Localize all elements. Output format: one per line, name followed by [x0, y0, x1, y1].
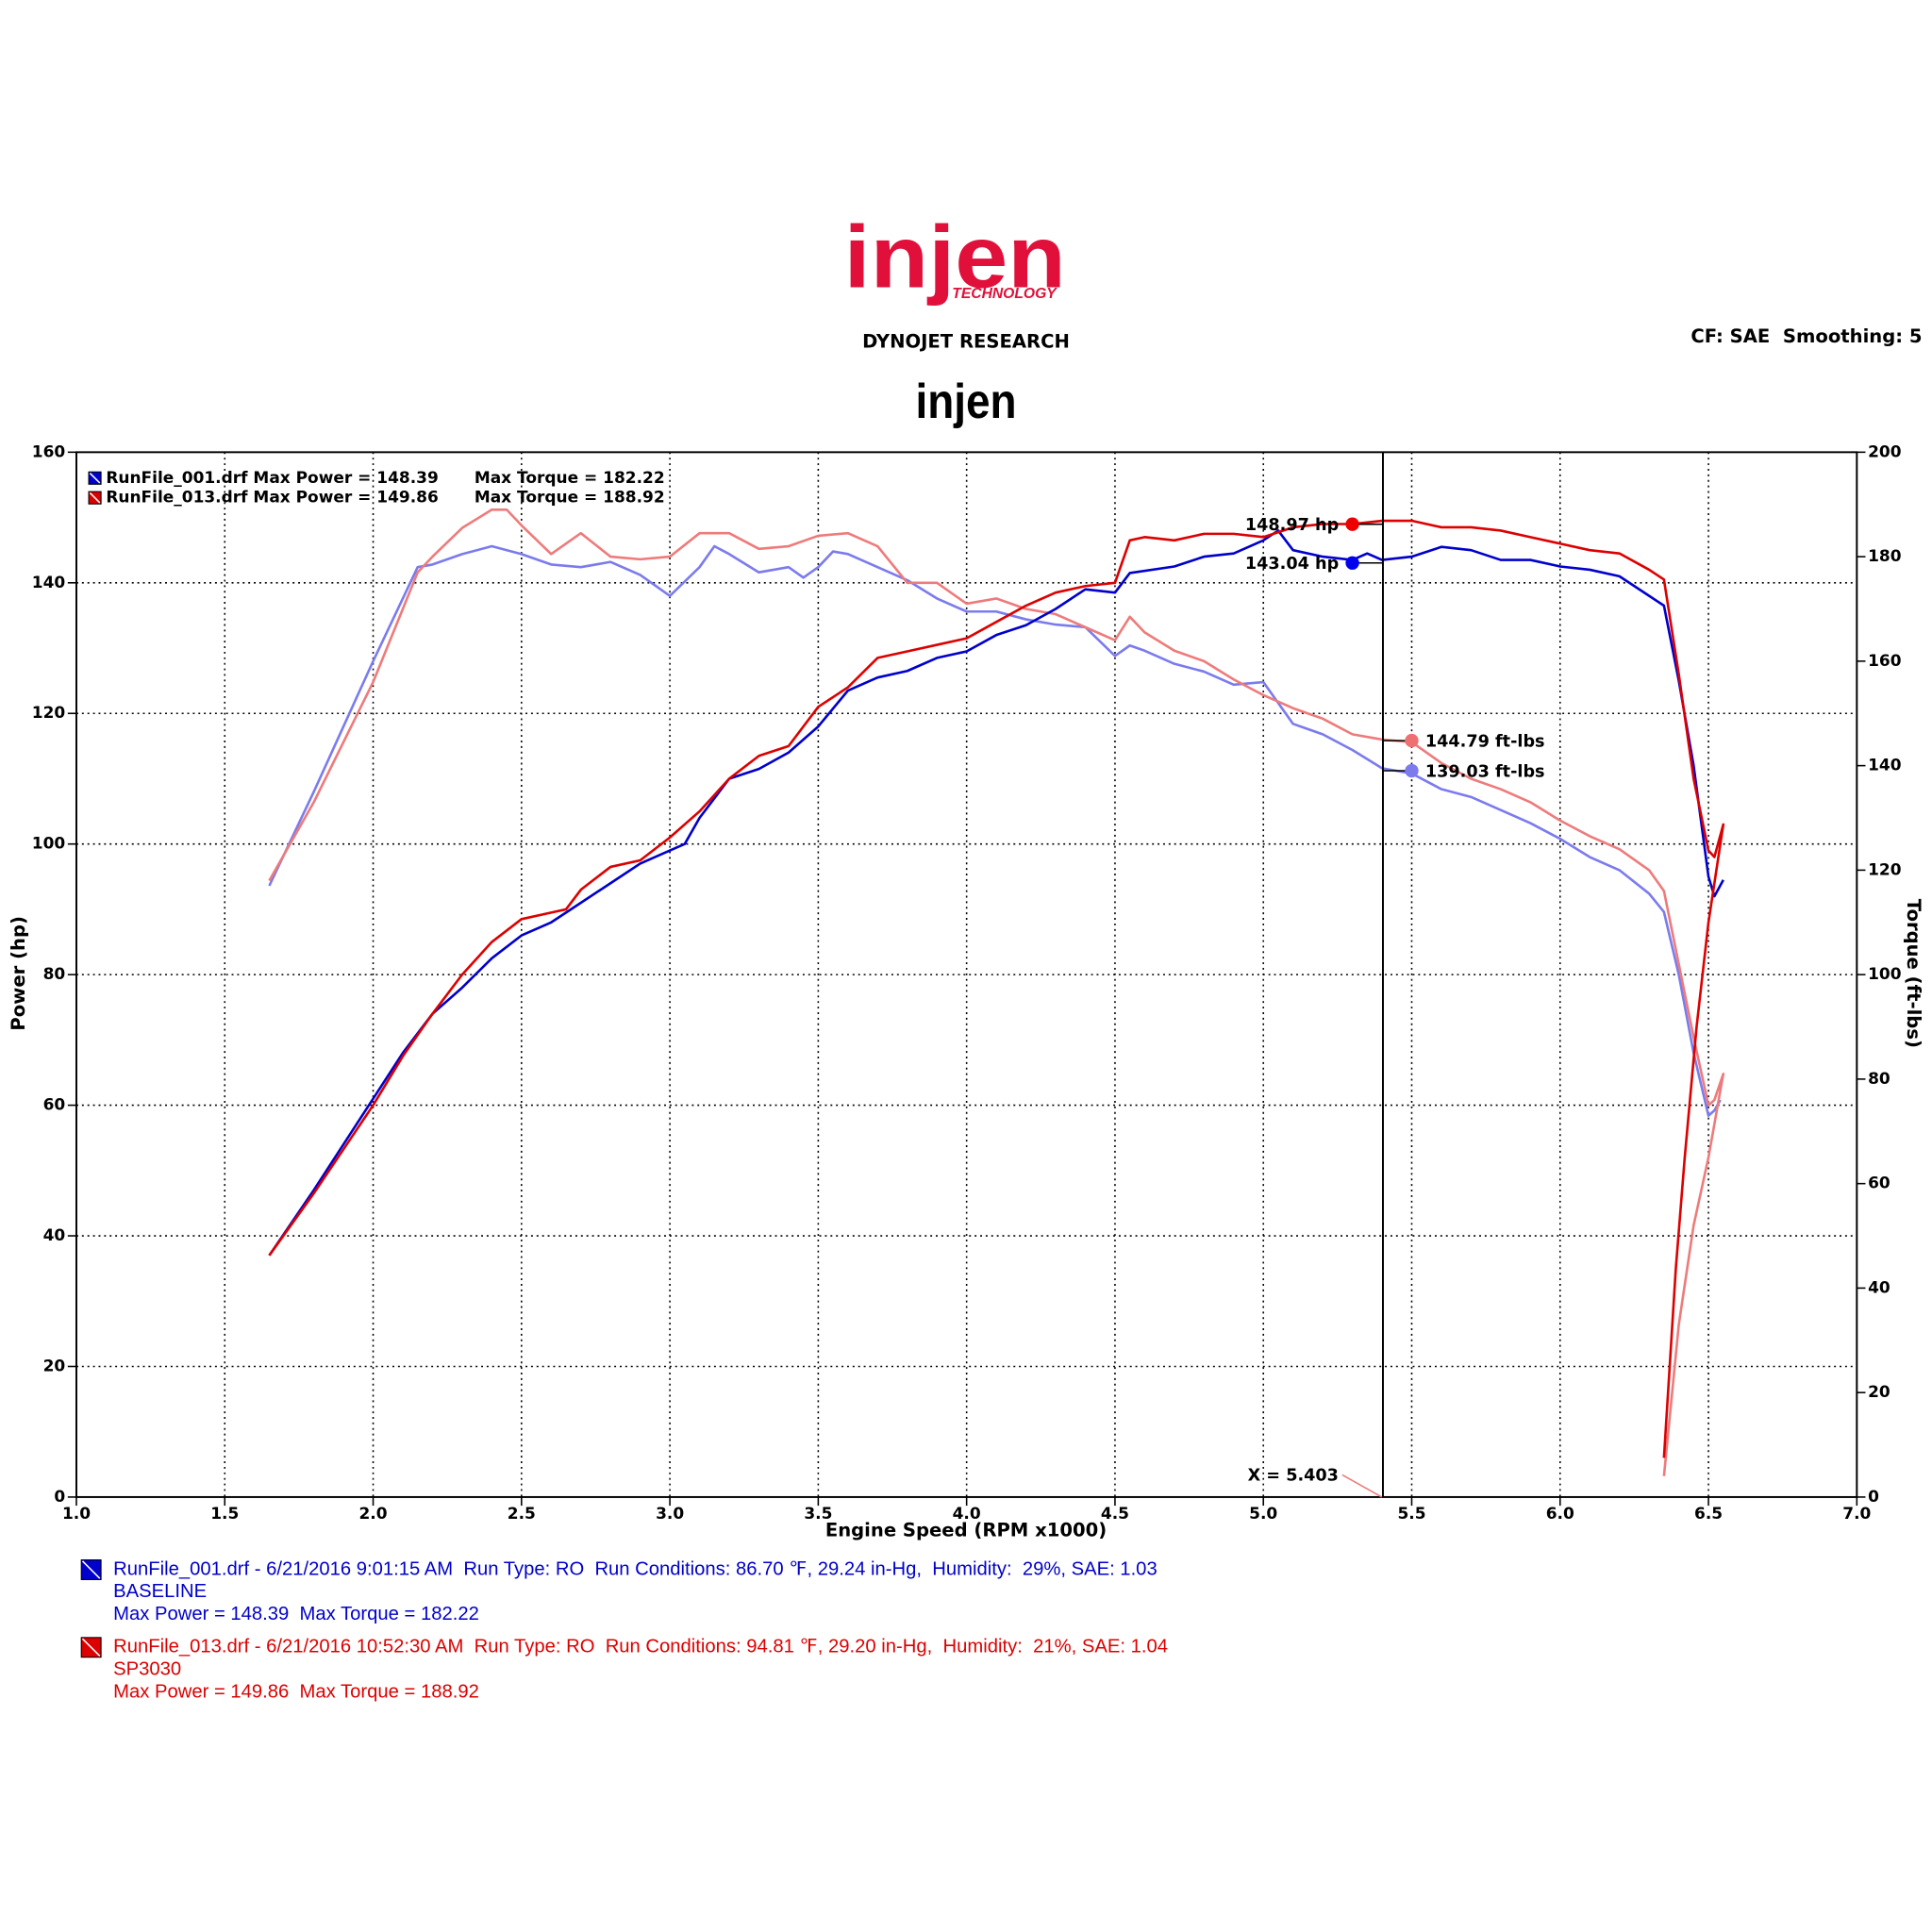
- series-line: [268, 529, 1724, 1257]
- y-tick-label: 60: [43, 1096, 66, 1115]
- x-tick-label: 7.0: [1842, 1505, 1871, 1524]
- y-tick-label: 80: [43, 965, 66, 984]
- y-tick-label: 20: [43, 1357, 66, 1375]
- annotation-dot: [1345, 517, 1359, 531]
- y-tick-label: 120: [32, 704, 65, 723]
- x-tick-label: 2.0: [359, 1505, 388, 1524]
- legend-power: RunFile_013.drf Max Power = 149.86: [106, 489, 438, 508]
- y-tick-label: 140: [32, 574, 65, 592]
- page-title: injen: [915, 375, 1016, 429]
- y2-tick-label: 60: [1868, 1174, 1890, 1193]
- y2-tick-label: 180: [1868, 547, 1901, 566]
- y2-tick-label: 40: [1868, 1278, 1890, 1297]
- legend-torque: Max Torque = 182.22: [475, 469, 665, 488]
- y-tick-label: 160: [32, 442, 65, 461]
- legend-detail: BASELINE: [113, 1581, 207, 1602]
- x-tick-label: 1.0: [62, 1505, 91, 1524]
- annotation-label: 148.97 hp: [1245, 516, 1339, 535]
- y2-axis-label: Torque (ft-lbs): [1903, 899, 1924, 1048]
- legend-detail: SP3030: [113, 1659, 181, 1680]
- plot-frame: [75, 451, 1858, 1498]
- legend-icon-slash: [89, 491, 101, 504]
- legend-detail: Max Power = 148.39 Max Torque = 182.22: [113, 1604, 479, 1624]
- vendor: DYNOJET RESEARCH: [862, 330, 1070, 352]
- annotation-dot: [1345, 556, 1359, 570]
- legend-icon-slash: [89, 472, 101, 484]
- x-tick-label: 1.5: [210, 1505, 239, 1524]
- cursor-pointer: [1341, 1474, 1383, 1498]
- x-tick-label: 5.5: [1397, 1505, 1425, 1524]
- x-tick-label: 3.0: [656, 1505, 684, 1524]
- y-tick-label: 40: [43, 1226, 66, 1245]
- annotation-dot: [1405, 733, 1419, 748]
- x-tick-label: 6.0: [1546, 1505, 1574, 1524]
- logo-sub: TECHNOLOGY: [952, 286, 1058, 302]
- y2-tick-label: 0: [1868, 1488, 1879, 1507]
- y2-tick-label: 120: [1868, 860, 1901, 879]
- y2-tick-label: 160: [1868, 652, 1901, 671]
- y2-tick-label: 80: [1868, 1070, 1890, 1089]
- legend-detail: RunFile_013.drf - 6/21/2016 10:52:30 AM …: [113, 1637, 1168, 1657]
- annotation-label: 139.03 ft-lbs: [1425, 762, 1545, 781]
- y2-tick-label: 100: [1868, 965, 1901, 984]
- legend-icon-slash: [81, 1560, 101, 1579]
- legend-power: RunFile_001.drf Max Power = 148.39: [106, 469, 438, 488]
- y-tick-label: 100: [32, 835, 65, 854]
- legend-torque: Max Torque = 188.92: [475, 489, 665, 508]
- x-axis-label: Engine Speed (RPM x1000): [825, 1520, 1107, 1541]
- x-tick-label: 5.0: [1249, 1505, 1277, 1524]
- legend-detail: Max Power = 149.86 Max Torque = 188.92: [113, 1681, 479, 1702]
- y-axis-label: Power (hp): [8, 916, 29, 1030]
- annotation-label: 143.04 hp: [1245, 555, 1339, 574]
- settings: CF: SAE Smoothing: 5: [1690, 325, 1922, 347]
- series-line: [268, 508, 1725, 1476]
- legend-detail: RunFile_001.drf - 6/21/2016 9:01:15 AM R…: [113, 1558, 1158, 1579]
- x-tick-label: 4.5: [1101, 1505, 1129, 1524]
- series-line: [268, 544, 1722, 1117]
- x-tick-label: 4.0: [953, 1505, 981, 1524]
- y2-tick-label: 20: [1868, 1383, 1890, 1402]
- y2-tick-label: 140: [1868, 757, 1901, 775]
- legend-icon-slash: [81, 1638, 101, 1657]
- x-tick-label: 2.5: [508, 1505, 536, 1524]
- y2-tick-label: 200: [1868, 442, 1901, 461]
- x-tick-label: 3.5: [804, 1505, 832, 1524]
- logo: injen: [844, 207, 1066, 306]
- annotation-dot: [1405, 763, 1419, 778]
- series-line: [268, 519, 1725, 1458]
- annotation-label: 144.79 ft-lbs: [1425, 732, 1545, 751]
- x-tick-label: 6.5: [1694, 1505, 1723, 1524]
- cursor-label: X = 5.403: [1248, 1467, 1339, 1486]
- y-tick-label: 0: [54, 1488, 65, 1507]
